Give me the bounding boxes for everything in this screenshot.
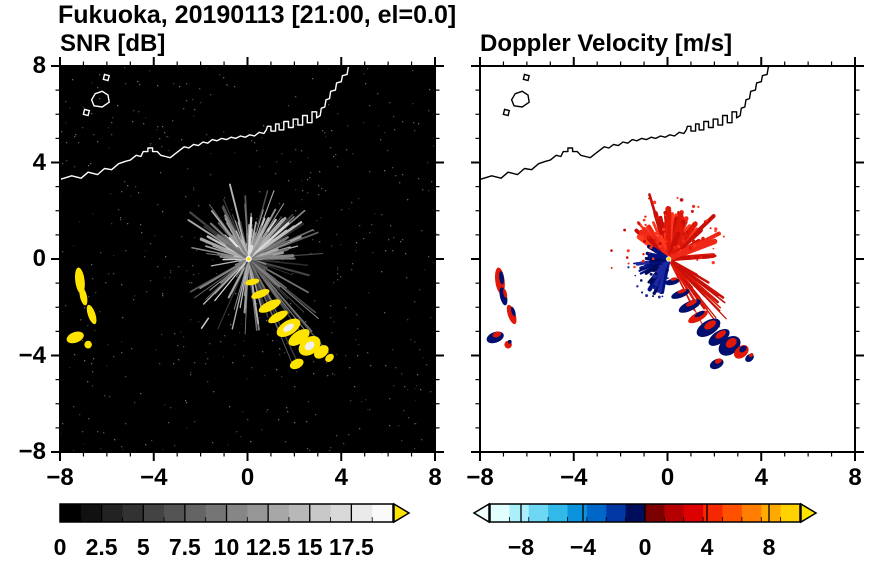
x-tick-label: 8	[848, 464, 862, 491]
x-tick-label: 4	[334, 464, 348, 491]
x-tick-label: 0	[660, 464, 675, 491]
colorbar-tick-label: 15	[296, 534, 323, 560]
colorbar-tick-label: 17.5	[328, 534, 374, 560]
x-tick-label: −4	[140, 464, 168, 491]
x-tick-label: −8	[466, 464, 494, 491]
snr-panel-title: SNR [dB]	[60, 30, 166, 57]
x-tick-label: 0	[240, 464, 255, 491]
figure-title: Fukuoka, 20190113 [21:00, el=0.0]	[58, 1, 457, 29]
y-tick-label: 0	[32, 245, 46, 272]
colorbar-tick-label: 0	[638, 534, 652, 560]
x-tick-label: 4	[754, 464, 768, 491]
colorbar-tick-label: 10	[213, 534, 240, 560]
x-tick-label: 8	[428, 464, 442, 491]
colorbar-tick-label: 7.5	[168, 534, 201, 560]
colorbar-tick-label: −4	[569, 534, 597, 560]
colorbar-tick-label: 4	[700, 534, 714, 560]
snr-plot	[51, 57, 444, 461]
y-tick-label: 4	[32, 148, 46, 176]
colorbar-tick-label: 2.5	[85, 534, 118, 560]
doppler-colorbar	[472, 502, 818, 524]
colorbar-tick-label: 12.5	[245, 534, 291, 560]
snr-colorbar	[59, 502, 411, 524]
colorbar-tick-label: −8	[507, 534, 535, 560]
colorbar-tick-label: 8	[762, 534, 776, 560]
doppler-plot	[471, 57, 864, 461]
x-tick-label: −8	[46, 464, 74, 491]
x-tick-label: −4	[560, 464, 588, 491]
y-tick-label: −4	[18, 341, 46, 369]
y-tick-label: −8	[18, 438, 46, 465]
doppler-panel-title: Doppler Velocity [m/s]	[480, 30, 733, 57]
colorbar-tick-label: 0	[53, 534, 67, 560]
y-tick-label: 8	[32, 52, 46, 79]
colorbar-tick-label: 5	[136, 534, 150, 560]
